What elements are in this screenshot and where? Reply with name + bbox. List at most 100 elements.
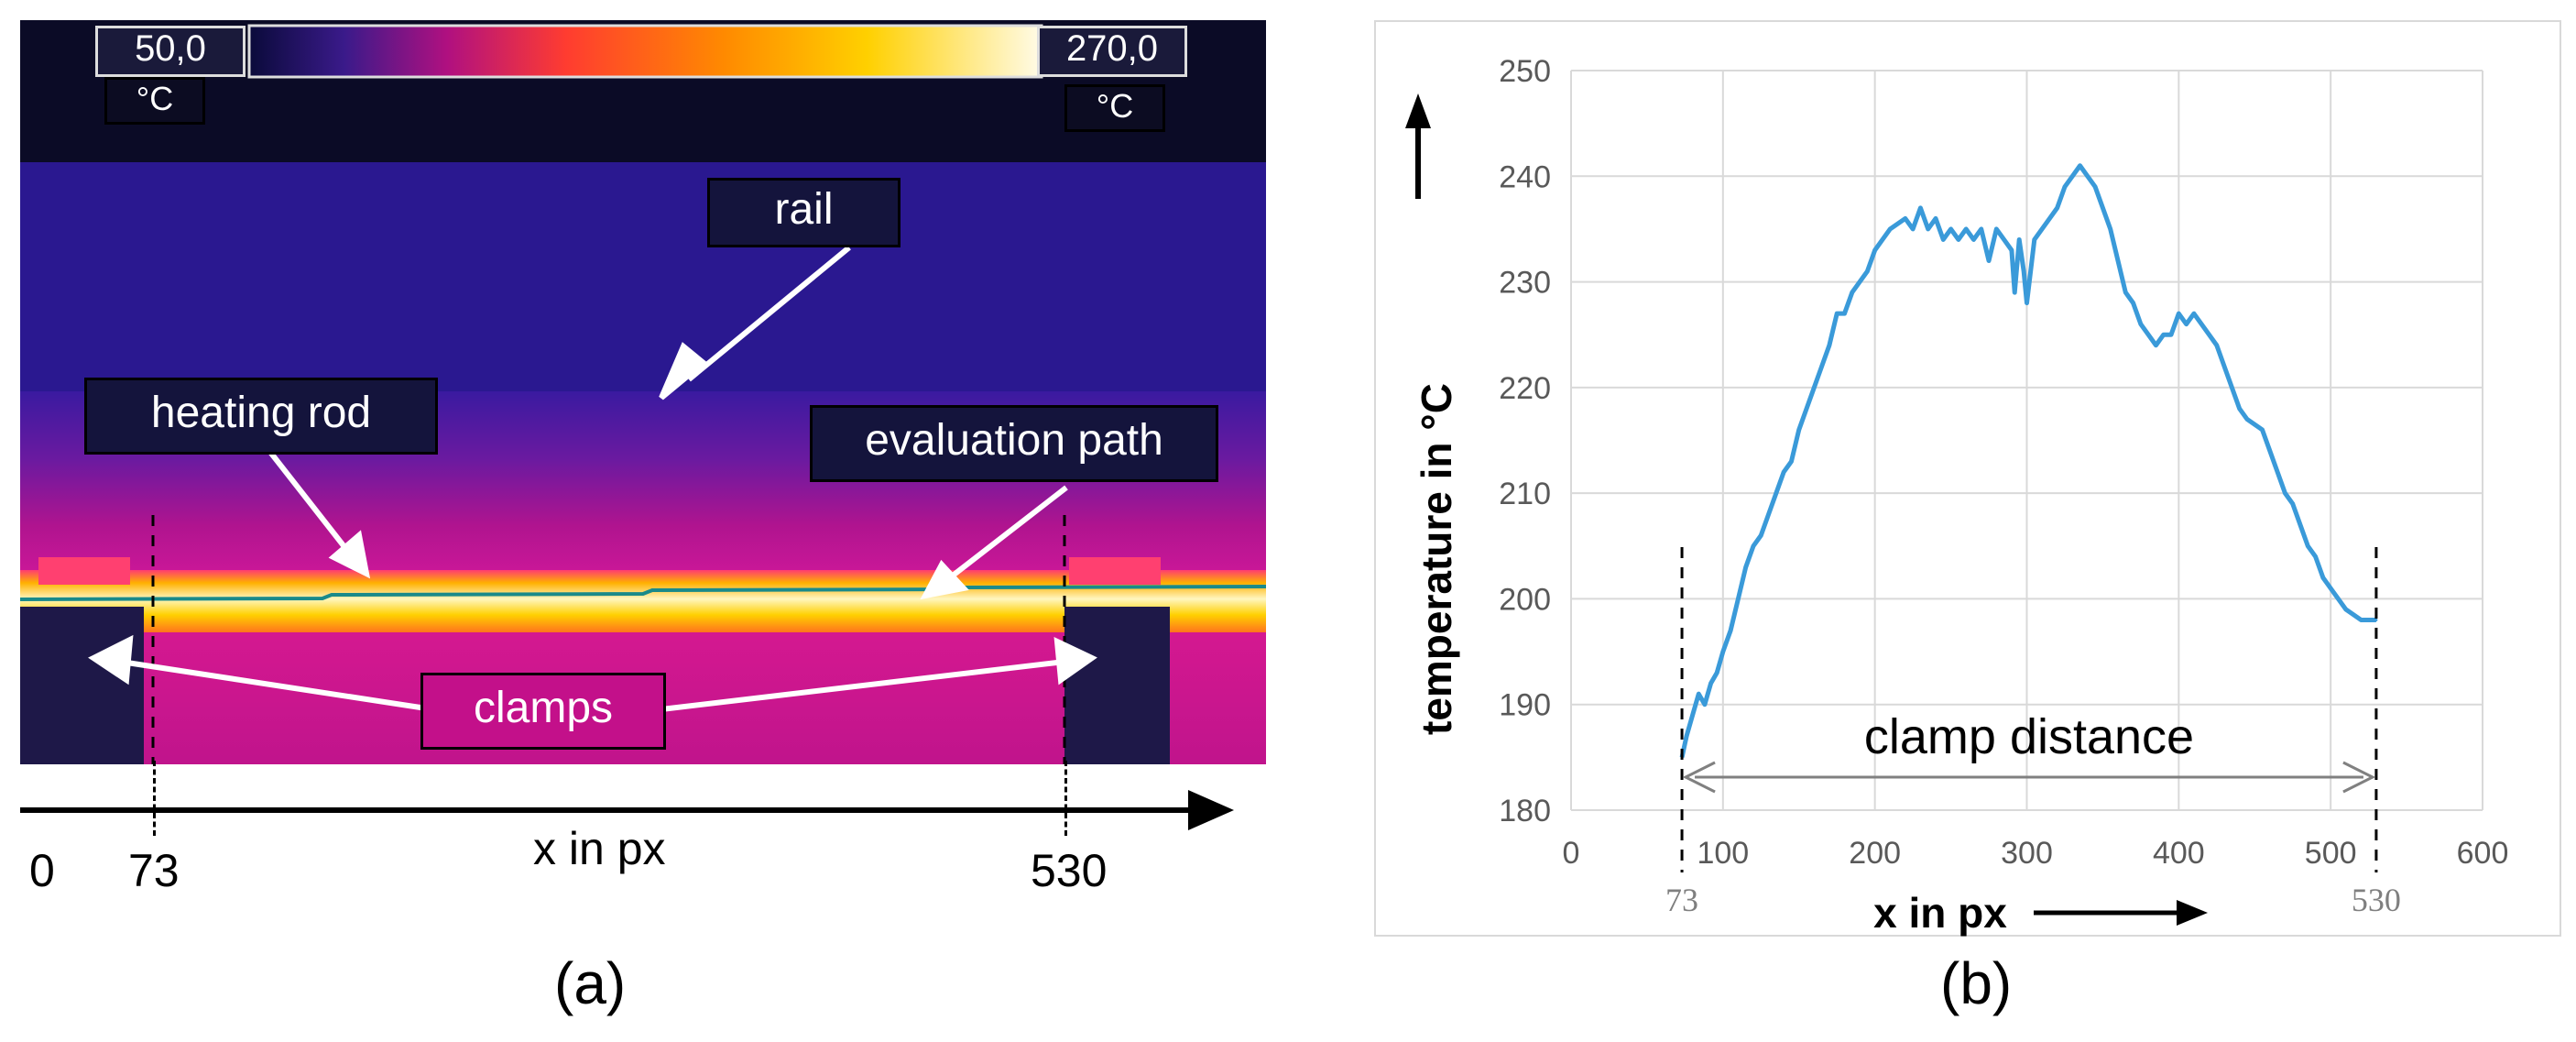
series-point xyxy=(1797,428,1801,432)
series-point xyxy=(2116,259,2120,263)
series-point xyxy=(2352,613,2355,617)
y-tick-labels: 180 190 200 210 220 230 240 250 xyxy=(1499,54,1551,828)
y-tick-label: 230 xyxy=(1499,266,1551,301)
series-point xyxy=(2245,417,2249,421)
series-point xyxy=(1934,216,1937,220)
series-point xyxy=(1873,248,1877,252)
series-point xyxy=(2025,302,2028,305)
series-point xyxy=(2056,206,2059,210)
y-axis-label: temperature in °C xyxy=(1413,383,1460,735)
series-point xyxy=(2177,312,2180,315)
series-point xyxy=(2192,312,2196,315)
x-tick-label: 600 xyxy=(2457,836,2509,871)
series-point xyxy=(1744,565,1748,569)
x-axis-label: x in px xyxy=(1873,889,2007,937)
chart-panel xyxy=(1374,20,2561,937)
chart-grid xyxy=(1570,70,2483,811)
series-point xyxy=(2268,449,2272,453)
series-point xyxy=(2086,174,2090,178)
series-point xyxy=(2123,291,2127,294)
series-point xyxy=(1767,512,1771,516)
temperature-chart: 180 190 200 210 220 230 240 250 0 100 200 300 400 50… xyxy=(1405,54,2509,937)
series-point xyxy=(1729,629,1732,632)
series-point xyxy=(1949,227,1953,231)
series-point xyxy=(2215,344,2219,347)
series-point xyxy=(2230,386,2233,389)
series-point xyxy=(1715,671,1719,675)
series-point xyxy=(2003,237,2006,241)
panel-a-tick-530: 530 xyxy=(1031,845,1108,896)
series-point xyxy=(2283,491,2287,495)
label-evaluation-path: evaluation path xyxy=(810,405,1218,482)
panel-a-tick-0: 0 xyxy=(29,845,55,896)
series-point xyxy=(2185,323,2189,326)
series-point xyxy=(2199,323,2203,326)
series-point xyxy=(2321,576,2325,579)
clamp-marker-left-label: 73 xyxy=(1665,882,1698,918)
series-line xyxy=(1679,163,2376,758)
series-point xyxy=(1703,703,1707,707)
series-point xyxy=(1721,650,1725,653)
series-point xyxy=(1812,386,1816,389)
scale-min-value: 50,0 xyxy=(95,26,246,77)
x-tick-label: 200 xyxy=(1849,836,1901,871)
unit-right: °C xyxy=(1064,84,1165,132)
series-point xyxy=(2306,544,2309,548)
x-tick-label: 0 xyxy=(1563,836,1580,871)
panel-a-caption: (a) xyxy=(554,950,627,1016)
series-point xyxy=(2336,597,2340,600)
panel-a-axis-label: x in px xyxy=(533,823,666,874)
panel-a-marker-73 xyxy=(153,761,156,836)
y-tick-label: 210 xyxy=(1499,477,1551,511)
series-point xyxy=(1805,407,1808,411)
x-tick-label: 400 xyxy=(2153,836,2205,871)
series-point xyxy=(2139,323,2143,326)
distance-arrow-left-head xyxy=(1682,761,1716,794)
y-tick-label: 220 xyxy=(1499,371,1551,406)
distance-arrow-right-head xyxy=(2342,761,2376,794)
series-point xyxy=(2344,608,2348,611)
series-point xyxy=(2132,302,2135,305)
series-point xyxy=(1896,222,1900,225)
series-point xyxy=(2070,174,2074,178)
series-point xyxy=(1888,227,1892,231)
series-point xyxy=(2063,185,2067,189)
series-point xyxy=(2109,227,2112,231)
series-point xyxy=(1759,533,1763,537)
clamp-distance-arrow xyxy=(1682,761,2376,794)
series-point xyxy=(2374,618,2378,621)
series-point xyxy=(1782,470,1785,474)
y-tick-label: 250 xyxy=(1499,54,1551,89)
series-point xyxy=(2146,333,2150,336)
series-point xyxy=(2162,333,2166,336)
series-point xyxy=(2093,185,2097,189)
series-point xyxy=(2238,407,2242,411)
y-axis-arrow-head xyxy=(1405,93,1431,128)
series-point xyxy=(1774,491,1778,495)
y-tick-label: 240 xyxy=(1499,159,1551,194)
label-clamps: clamps xyxy=(420,673,666,750)
x-tick-label: 100 xyxy=(1697,836,1749,871)
series-point xyxy=(1697,692,1700,696)
series-point xyxy=(2367,618,2371,621)
series-point xyxy=(1850,291,1854,294)
series-points xyxy=(1680,164,2378,759)
series-point xyxy=(1828,344,1831,347)
series-point xyxy=(2208,333,2210,336)
thermal-image: 50,0 270,0 °C °C rail heating rod evalua… xyxy=(20,20,1266,764)
series-point xyxy=(2253,422,2256,426)
series-point xyxy=(1752,544,1755,548)
series-point xyxy=(1980,227,1983,231)
series-point xyxy=(2169,333,2173,336)
series-point xyxy=(2047,216,2051,220)
series-point xyxy=(2033,237,2036,241)
series-point xyxy=(2040,227,2044,231)
series-point xyxy=(1789,460,1793,464)
series-point xyxy=(2291,502,2295,506)
y-tick-label: 180 xyxy=(1499,794,1551,828)
label-heating-rod: heating rod xyxy=(84,378,438,455)
series-point xyxy=(2079,164,2082,168)
series-point xyxy=(1865,269,1869,273)
series-point xyxy=(2101,206,2104,210)
y-tick-label: 200 xyxy=(1499,582,1551,617)
